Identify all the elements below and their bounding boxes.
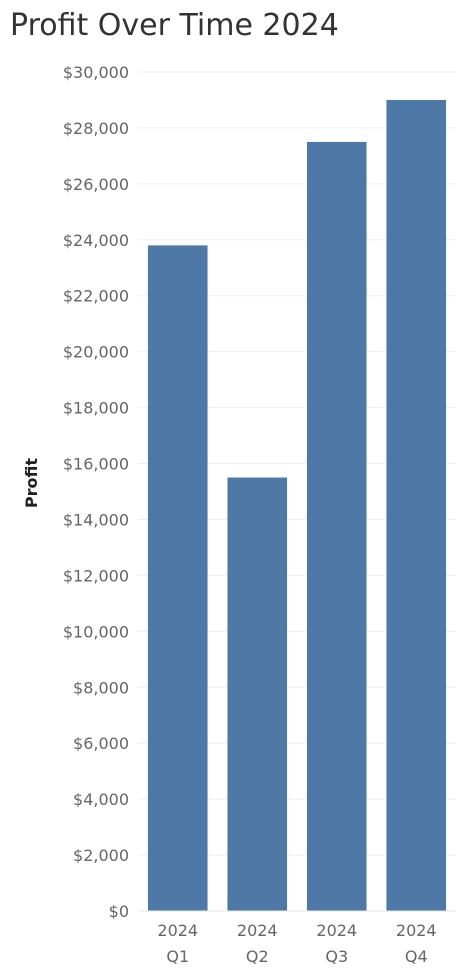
y-tick-label: $12,000 xyxy=(63,566,129,585)
x-tick-label: Q2 xyxy=(246,947,269,966)
y-axis-ticks: $0 $2,000 $4,000 $6,000 $8,000 $10,000 $12,000… xyxy=(63,63,129,921)
bar[interactable] xyxy=(386,99,447,911)
chart-title: Profit Over Time 2024 xyxy=(10,8,339,43)
bar[interactable] xyxy=(147,245,208,912)
y-tick-label: $26,000 xyxy=(63,175,129,194)
x-tick-label: Q3 xyxy=(325,947,348,966)
y-tick-label: $4,000 xyxy=(73,790,129,809)
x-tick-label: Q4 xyxy=(405,947,428,966)
x-tick-label: 2024 xyxy=(237,921,278,940)
x-tick-label: 2024 xyxy=(157,921,198,940)
y-tick-label: $6,000 xyxy=(73,734,129,753)
bar[interactable] xyxy=(306,141,367,911)
bars xyxy=(147,99,447,912)
y-tick-label: $0 xyxy=(109,902,129,921)
y-tick-label: $8,000 xyxy=(73,678,129,697)
bar[interactable] xyxy=(227,477,288,911)
y-tick-label: $14,000 xyxy=(63,510,129,529)
y-tick-label: $2,000 xyxy=(73,846,129,865)
y-axis-label: Profit xyxy=(22,458,41,508)
y-tick-label: $20,000 xyxy=(63,343,129,362)
y-tick-label: $18,000 xyxy=(63,399,129,418)
y-tick-label: $16,000 xyxy=(63,455,129,474)
y-tick-label: $28,000 xyxy=(63,119,129,138)
y-tick-label: $24,000 xyxy=(63,231,129,250)
x-axis-ticks: 2024 Q1 2024 Q2 2024 Q3 2024 Q4 xyxy=(157,921,436,966)
x-tick-label: Q1 xyxy=(166,947,189,966)
y-tick-label: $22,000 xyxy=(63,287,129,306)
y-tick-label: $10,000 xyxy=(63,622,129,641)
x-tick-label: 2024 xyxy=(396,921,437,940)
y-tick-label: $30,000 xyxy=(63,63,129,82)
x-tick-label: 2024 xyxy=(316,921,357,940)
